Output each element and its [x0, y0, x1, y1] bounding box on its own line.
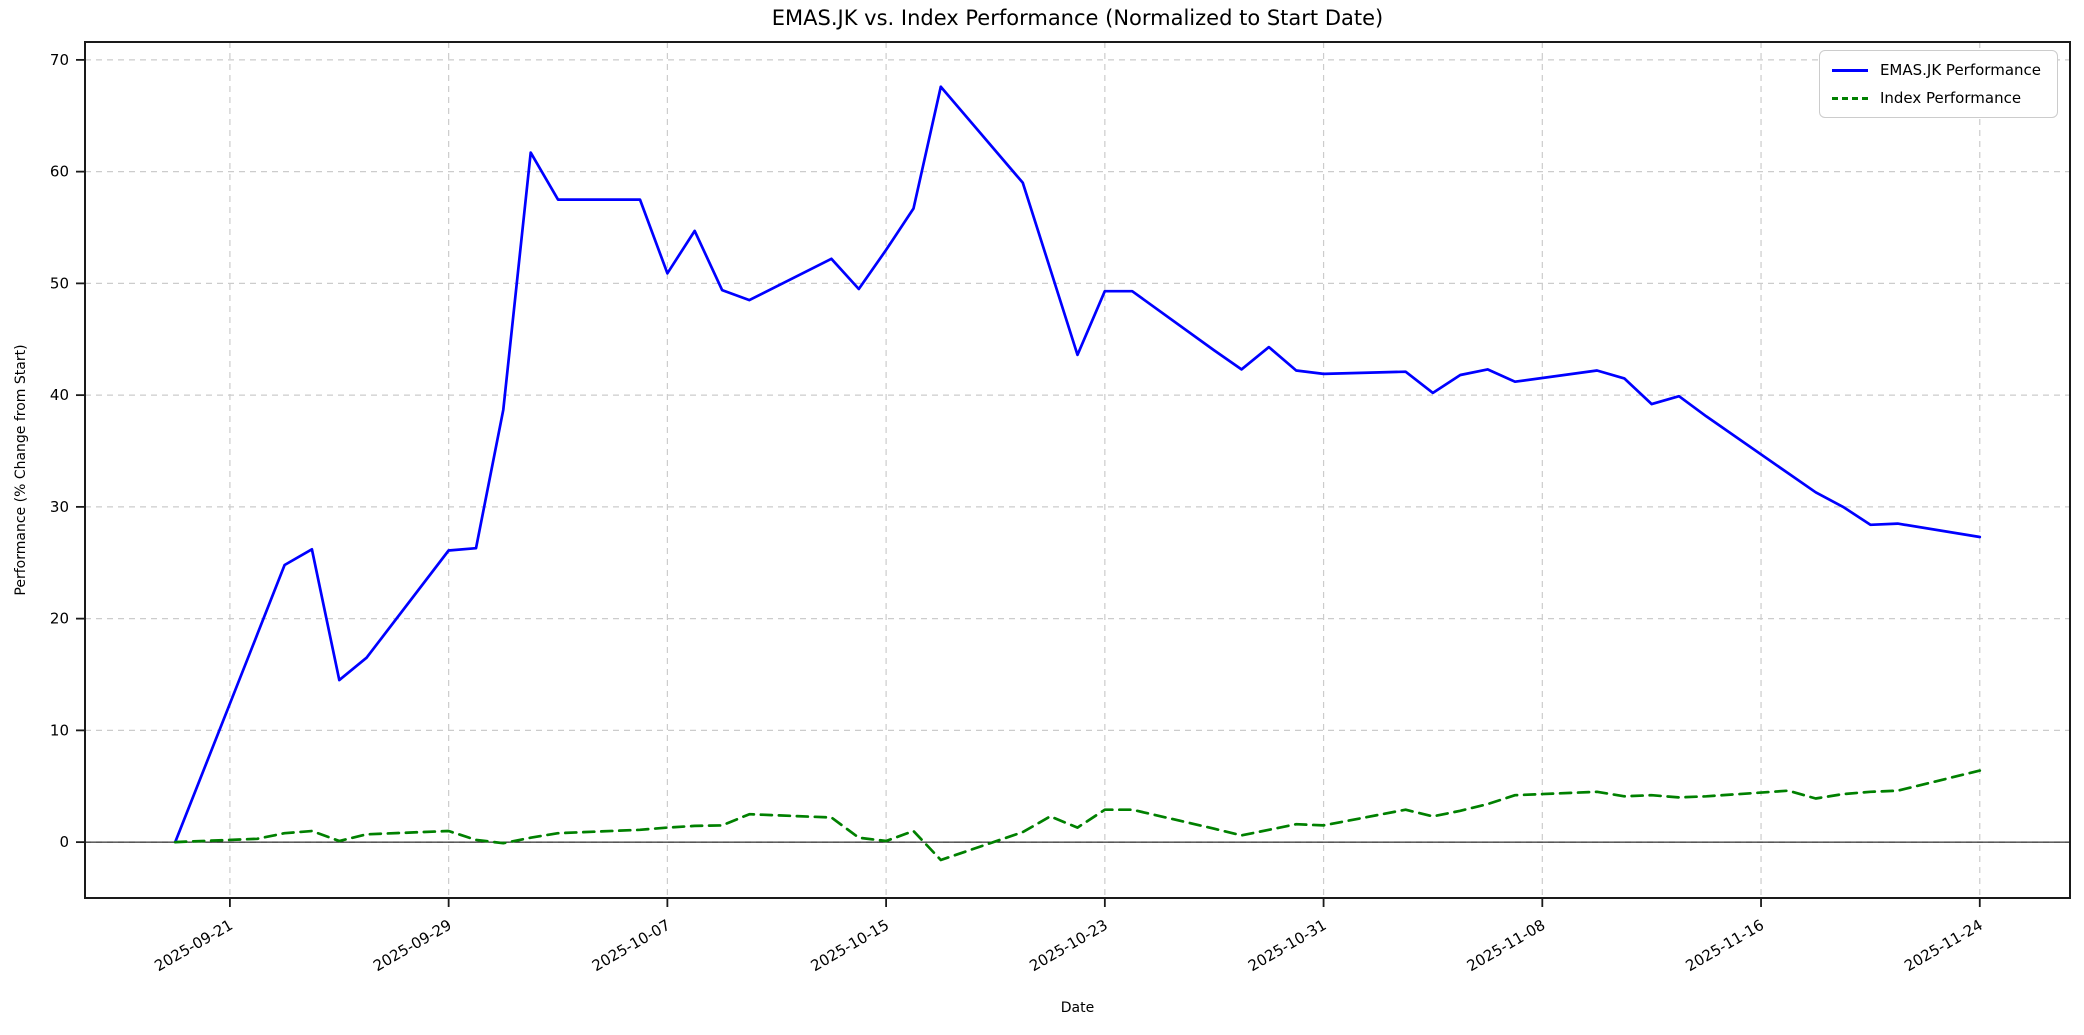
legend-item-emas: EMAS.JK Performance [1831, 61, 2041, 79]
index-performance-line [173, 769, 1982, 862]
axis-tick-labels: 2025-09-21 2025-09-29 2025-10-07 2025-10-15… [50, 51, 1986, 975]
chart-title: EMAS.JK vs. Index Performance (Normalize… [771, 6, 1384, 30]
y-tick-label: 50 [50, 274, 69, 292]
y-axis-title: Performance (% Change from Start) [13, 344, 29, 596]
plot-border [84, 41, 2071, 899]
x-tick-label: 2025-09-21 [151, 916, 236, 975]
x-tick-label: 2025-10-23 [1026, 916, 1111, 975]
index-line-swatch-icon [1831, 96, 1868, 100]
x-tick-label: 2025-11-16 [1683, 916, 1768, 975]
y-tick-label: 0 [59, 833, 69, 851]
legend-label-index: Index Performance [1879, 89, 2022, 107]
y-tick-label: 70 [50, 51, 69, 69]
x-tick-label: 2025-11-08 [1464, 916, 1549, 975]
x-tick-label: 2025-10-15 [808, 916, 893, 975]
y-tick-label: 40 [50, 386, 69, 404]
y-tick-label: 30 [50, 498, 69, 516]
gridlines [85, 42, 2070, 898]
x-tick-label: 2025-09-29 [370, 916, 455, 975]
y-tick-label: 60 [50, 163, 69, 181]
x-tick-label: 2025-11-24 [1901, 916, 1986, 975]
y-tick-label: 20 [50, 610, 69, 628]
x-tick-label: 2025-10-31 [1245, 916, 1330, 975]
axis-ticks [76, 58, 1981, 907]
legend-label-emas: EMAS.JK Performance [1879, 61, 2041, 79]
x-tick-label: 2025-10-07 [589, 916, 674, 975]
legend-item-index: Index Performance [1831, 89, 2041, 107]
emas-line-swatch-icon [1831, 68, 1868, 72]
emas-performance-line [173, 85, 1982, 844]
y-tick-label: 10 [50, 721, 69, 739]
legend: EMAS.JK Performance Index Performance [1818, 50, 2058, 118]
x-axis-title: Date [1060, 1000, 1095, 1016]
